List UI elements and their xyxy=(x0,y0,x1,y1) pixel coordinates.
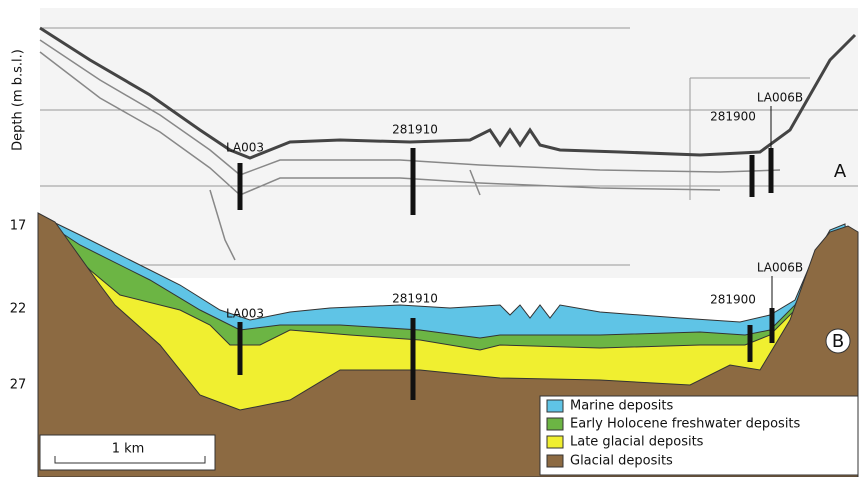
panel-label: A xyxy=(834,161,847,182)
core-label: LA006B xyxy=(757,91,803,105)
tick-label: 17 xyxy=(10,219,27,234)
scale-bar: 1 km xyxy=(40,435,215,470)
core-label: 281900 xyxy=(710,110,756,124)
core-label: 281900 xyxy=(710,293,756,307)
tick-label: 22 xyxy=(10,302,27,317)
seismic-profile xyxy=(40,8,858,278)
panel-label: B xyxy=(832,331,844,352)
core-label: LA006B xyxy=(757,261,803,275)
core-label: LA003 xyxy=(226,307,264,321)
legend-item: Late glacial deposits xyxy=(570,435,704,450)
legend-item: Glacial deposits xyxy=(570,454,673,469)
axis-label: Depth (m b.s.l.) xyxy=(11,49,26,151)
legend-item: Early Holocene freshwater deposits xyxy=(570,417,801,432)
legend-item: Marine deposits xyxy=(570,399,673,414)
legend: Marine deposits Early Holocene freshwate… xyxy=(540,396,858,475)
figure: LA003 281910 281900 LA006B A LA003 28191… xyxy=(0,0,860,477)
scale-label: 1 km xyxy=(112,442,145,457)
core-label: LA003 xyxy=(226,141,264,155)
core-label: 281910 xyxy=(392,292,438,306)
tick-label: 27 xyxy=(10,378,27,393)
core-label: 281910 xyxy=(392,123,438,137)
